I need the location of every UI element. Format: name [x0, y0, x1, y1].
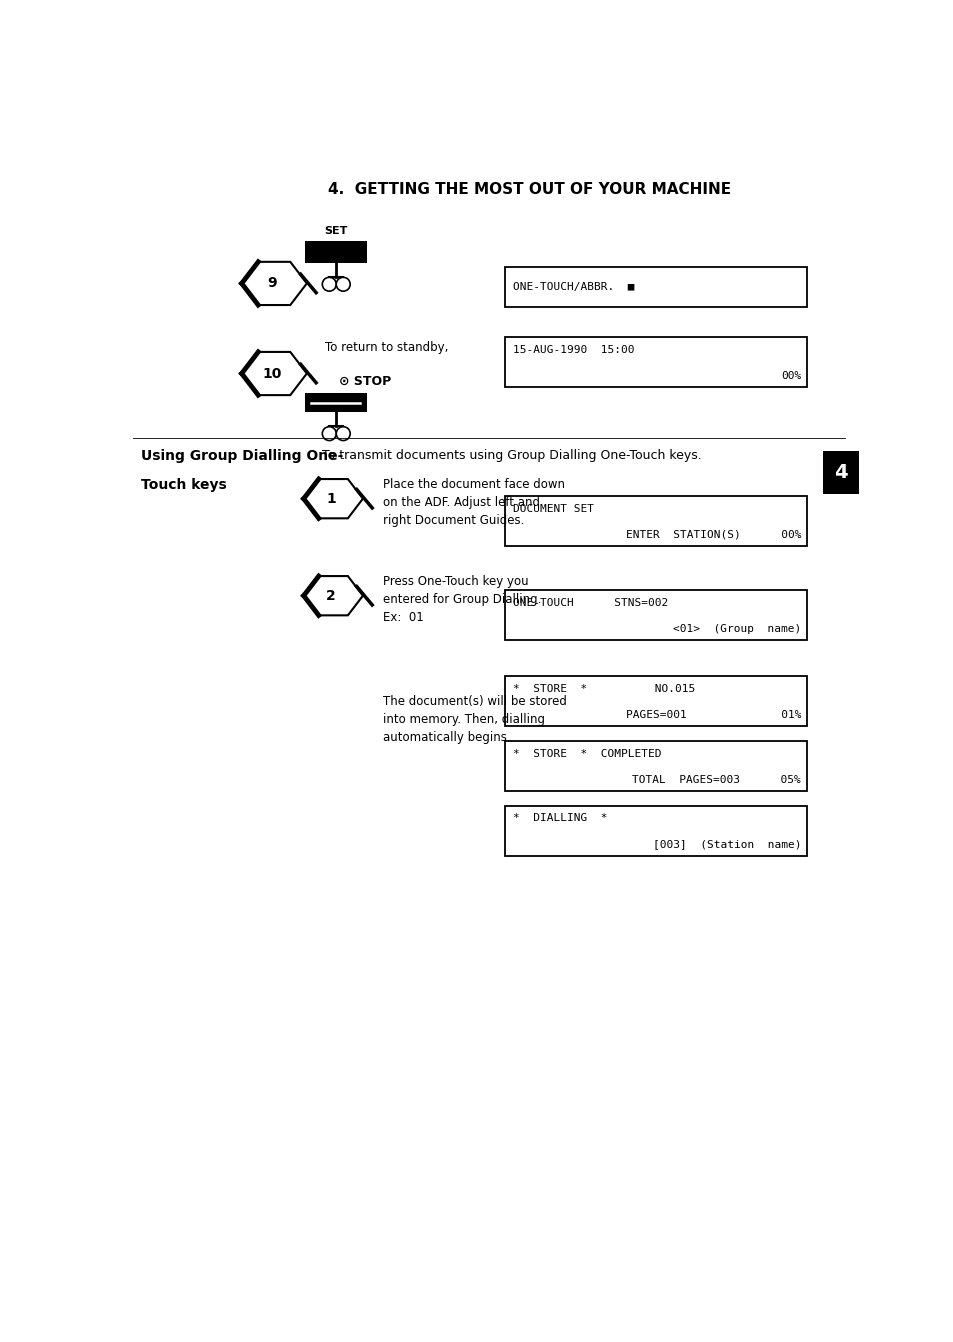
Circle shape: [335, 427, 350, 440]
Text: 4.  GETTING THE MOST OUT OF YOUR MACHINE: 4. GETTING THE MOST OUT OF YOUR MACHINE: [328, 181, 731, 197]
Text: The document(s) will be stored
into memory. Then, dialling
automatically begins.: The document(s) will be stored into memo…: [382, 695, 566, 745]
Circle shape: [322, 278, 335, 291]
Bar: [505, 497, 806, 546]
Text: 10: 10: [262, 366, 281, 381]
Text: *  DIALLING  *: * DIALLING *: [513, 813, 607, 823]
Text: <01>  (Group  name): <01> (Group name): [672, 624, 801, 633]
Text: Using Group Dialling One-: Using Group Dialling One-: [141, 450, 343, 463]
Text: 2: 2: [326, 589, 335, 603]
Polygon shape: [303, 576, 362, 616]
Text: 1: 1: [326, 491, 335, 506]
Bar: [505, 337, 806, 388]
Circle shape: [322, 427, 335, 440]
Bar: [505, 741, 806, 790]
Text: SET: SET: [324, 225, 348, 236]
Bar: [822, 451, 858, 494]
Text: ONE-TOUCH      STNS=002: ONE-TOUCH STNS=002: [513, 597, 667, 608]
Bar: [305, 242, 367, 263]
Text: 9: 9: [267, 276, 276, 290]
Bar: [505, 676, 806, 726]
Bar: [505, 590, 806, 640]
Polygon shape: [241, 262, 307, 305]
Text: 4: 4: [833, 463, 846, 482]
Text: *  STORE  *  COMPLETED: * STORE * COMPLETED: [513, 749, 660, 758]
Text: Place the document face down
on the ADF. Adjust left and
right Document Guides.: Place the document face down on the ADF.…: [382, 478, 564, 527]
Text: To transmit documents using Group Dialling One-Touch keys.: To transmit documents using Group Dialli…: [322, 450, 701, 462]
Text: ONE-TOUCH/ABBR.  ■: ONE-TOUCH/ABBR. ■: [513, 282, 634, 293]
Bar: [305, 393, 367, 412]
Text: 15-AUG-1990  15:00: 15-AUG-1990 15:00: [513, 345, 634, 356]
Text: 00%: 00%: [781, 372, 801, 381]
Polygon shape: [303, 479, 362, 518]
Text: ENTER  STATION(S)      00%: ENTER STATION(S) 00%: [625, 530, 801, 539]
Text: DOCUMENT SET: DOCUMENT SET: [513, 503, 594, 514]
Text: Press One-Touch key you
entered for Group Dialling.
Ex:  01: Press One-Touch key you entered for Grou…: [382, 576, 540, 624]
Polygon shape: [241, 352, 307, 395]
Circle shape: [335, 278, 350, 291]
Text: [003]  (Station  name): [003] (Station name): [652, 839, 801, 849]
Text: ⊙ STOP: ⊙ STOP: [338, 374, 391, 388]
Text: Touch keys: Touch keys: [141, 478, 227, 493]
Text: *  STORE  *          NO.015: * STORE * NO.015: [513, 684, 695, 694]
Bar: [505, 267, 806, 307]
Text: TOTAL  PAGES=003      05%: TOTAL PAGES=003 05%: [632, 774, 801, 785]
Bar: [505, 805, 806, 856]
Text: PAGES=001              01%: PAGES=001 01%: [625, 710, 801, 721]
Text: To return to standby,: To return to standby,: [325, 341, 448, 354]
